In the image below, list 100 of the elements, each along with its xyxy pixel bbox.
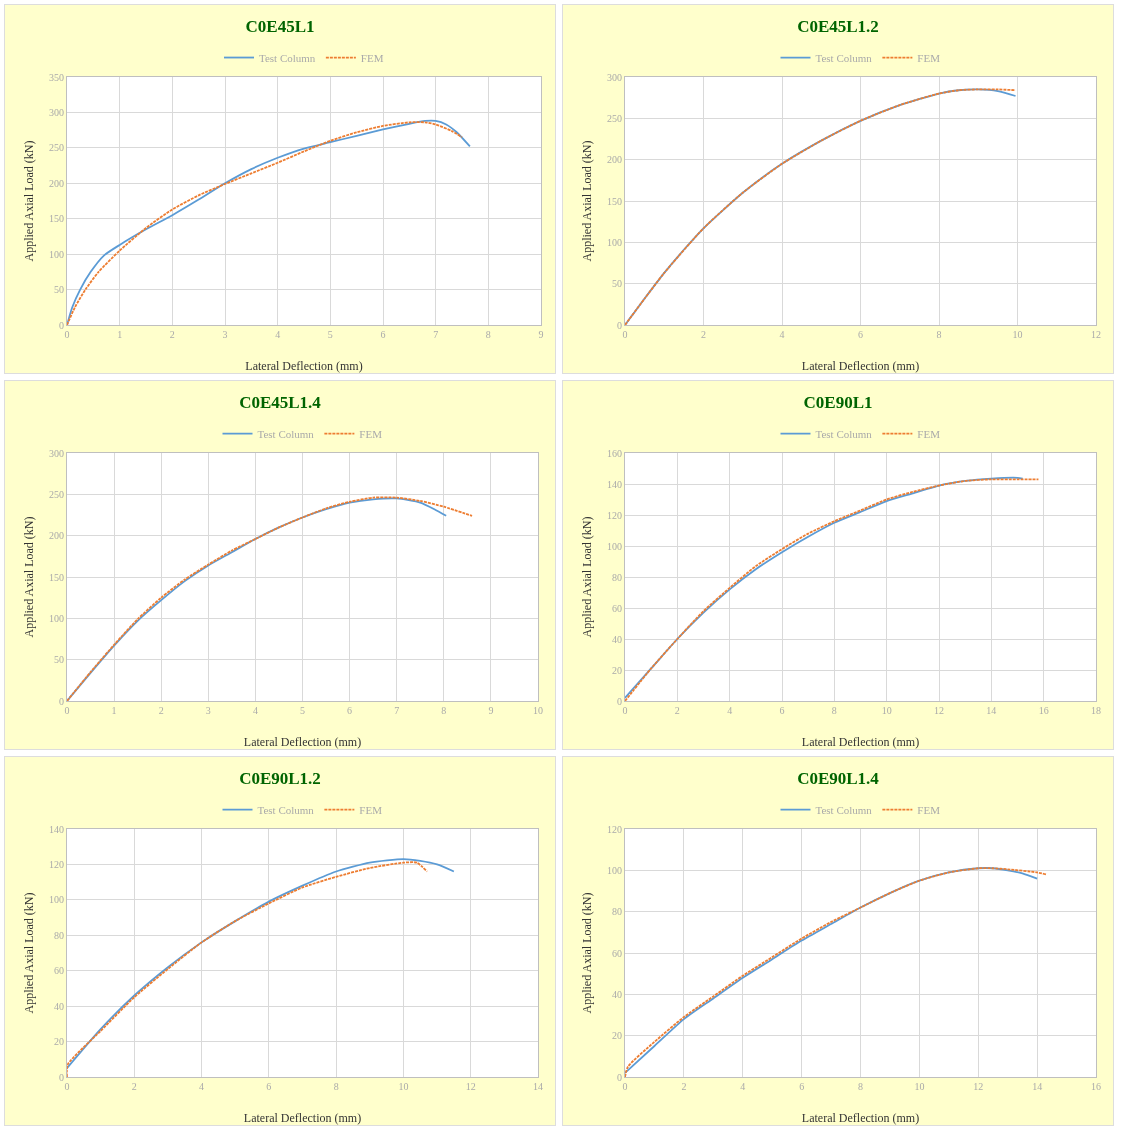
x-tick-label: 7 — [433, 329, 439, 340]
y-tick-label: 80 — [612, 906, 622, 918]
x-tick-label: 6 — [799, 1081, 805, 1092]
y-tick-label: 200 — [607, 154, 622, 166]
x-tick-label: 5 — [327, 329, 333, 340]
y-tick-label: 250 — [49, 488, 64, 500]
y-axis-title: Applied Axial Load (kN) — [22, 516, 36, 638]
legend-label: Test Column — [259, 51, 316, 64]
x-tick-label: 8 — [333, 1081, 339, 1092]
y-tick-label: 120 — [607, 509, 622, 521]
x-tick-label: 4 — [252, 705, 258, 716]
x-tick-label: 14 — [986, 705, 997, 716]
y-axis-title: Applied Axial Load (kN) — [580, 516, 594, 638]
y-axis-title: Applied Axial Load (kN) — [22, 140, 36, 262]
x-tick-label: 8 — [485, 329, 491, 340]
x-axis-title: Lateral Deflection (mm) — [243, 735, 362, 749]
x-tick-label: 12 — [465, 1081, 476, 1092]
y-tick-label: 100 — [607, 236, 622, 248]
x-tick-label: 14 — [533, 1081, 543, 1092]
y-tick-label: 100 — [607, 540, 622, 552]
legend-label: FEM — [359, 803, 383, 816]
x-tick-label: 9 — [538, 329, 544, 340]
y-axis-title: Applied Axial Load (kN) — [22, 892, 36, 1014]
x-tick-label: 18 — [1091, 705, 1101, 716]
y-tick-label: 100 — [49, 248, 64, 260]
x-tick-label: 6 — [347, 705, 353, 716]
legend-label: Test Column — [257, 803, 315, 816]
x-tick-label: 1 — [117, 329, 123, 340]
legend-label: FEM — [360, 51, 384, 64]
y-tick-label: 40 — [612, 988, 622, 1000]
x-tick-label: 10 — [1012, 329, 1023, 340]
y-tick-label: 120 — [607, 823, 622, 835]
x-tick-label: 16 — [1091, 1081, 1101, 1092]
y-tick-label: 40 — [54, 1000, 64, 1012]
x-tick-label: 14 — [1032, 1081, 1043, 1092]
x-tick-label: 8 — [441, 705, 447, 716]
legend-label: FEM — [917, 427, 941, 440]
y-tick-label: 100 — [49, 894, 64, 906]
legend-label: Test Column — [815, 803, 873, 816]
y-tick-label: 60 — [612, 947, 622, 959]
line-series — [625, 88, 1017, 325]
x-tick-label: 12 — [973, 1081, 984, 1092]
x-tick-label: 2 — [674, 705, 680, 716]
x-tick-label: 1 — [111, 705, 117, 716]
y-axis-title: Applied Axial Load (kN) — [580, 140, 594, 262]
x-tick-label: 10 — [398, 1081, 409, 1092]
x-tick-label: 8 — [858, 1081, 863, 1092]
y-tick-label: 20 — [612, 664, 622, 676]
y-tick-label: 160 — [607, 447, 622, 459]
x-axis-title: Lateral Deflection (mm) — [801, 1111, 920, 1125]
x-tick-label: 3 — [222, 329, 228, 340]
x-tick-label: 5 — [300, 705, 305, 716]
x-tick-label: 8 — [831, 705, 837, 716]
x-tick-label: 4 — [727, 705, 733, 716]
y-tick-label: 140 — [607, 478, 622, 490]
y-tick-label: 50 — [54, 284, 64, 296]
y-tick-label: 150 — [49, 213, 64, 225]
x-tick-label: 6 — [779, 705, 785, 716]
y-tick-label: 250 — [607, 112, 622, 124]
x-tick-label: 10 — [533, 705, 543, 716]
x-tick-label: 2 — [131, 1081, 137, 1092]
y-tick-label: 20 — [612, 1030, 622, 1042]
chart-title: C0E90L1.2 — [239, 768, 321, 788]
y-tick-label: 200 — [49, 530, 64, 542]
x-tick-label: 2 — [158, 705, 164, 716]
y-tick-label: 150 — [607, 195, 622, 207]
chart-title: C0E90L1.4 — [797, 768, 880, 788]
y-tick-label: 100 — [607, 864, 622, 876]
y-tick-label: 120 — [49, 858, 64, 870]
x-tick-label: 7 — [394, 705, 400, 716]
y-tick-label: 300 — [49, 447, 64, 459]
y-tick-label: 350 — [49, 71, 64, 83]
y-tick-label: 50 — [54, 654, 64, 666]
y-tick-label: 20 — [54, 1036, 64, 1048]
chart-title: C0E90L1 — [803, 392, 873, 412]
y-tick-label: 60 — [612, 602, 622, 614]
y-tick-label: 150 — [49, 571, 64, 583]
x-tick-label: 3 — [205, 705, 211, 716]
legend-label: FEM — [359, 427, 383, 440]
x-axis-title: Lateral Deflection (mm) — [801, 359, 920, 373]
x-tick-label: 4 — [740, 1081, 746, 1092]
y-tick-label: 140 — [49, 823, 64, 835]
chart-title: C0E45L1.4 — [239, 392, 322, 412]
x-axis-title: Lateral Deflection (mm) — [801, 735, 920, 749]
y-tick-label: 80 — [54, 929, 64, 941]
y-tick-label: 200 — [49, 177, 64, 189]
legend-label: Test Column — [815, 427, 873, 440]
legend-label: Test Column — [815, 51, 873, 64]
x-axis-title: Lateral Deflection (mm) — [245, 359, 363, 373]
chart-title: C0E45L1.2 — [797, 16, 879, 36]
x-tick-label: 12 — [1091, 329, 1101, 340]
y-tick-label: 100 — [49, 612, 64, 624]
x-axis-title: Lateral Deflection (mm) — [243, 1111, 362, 1125]
legend-label: FEM — [917, 803, 941, 816]
x-tick-label: 4 — [779, 329, 785, 340]
x-tick-label: 9 — [488, 705, 494, 716]
x-tick-label: 6 — [266, 1081, 272, 1092]
x-tick-label: 2 — [681, 1081, 687, 1092]
y-tick-label: 300 — [49, 106, 64, 118]
y-tick-label: 50 — [612, 278, 622, 290]
